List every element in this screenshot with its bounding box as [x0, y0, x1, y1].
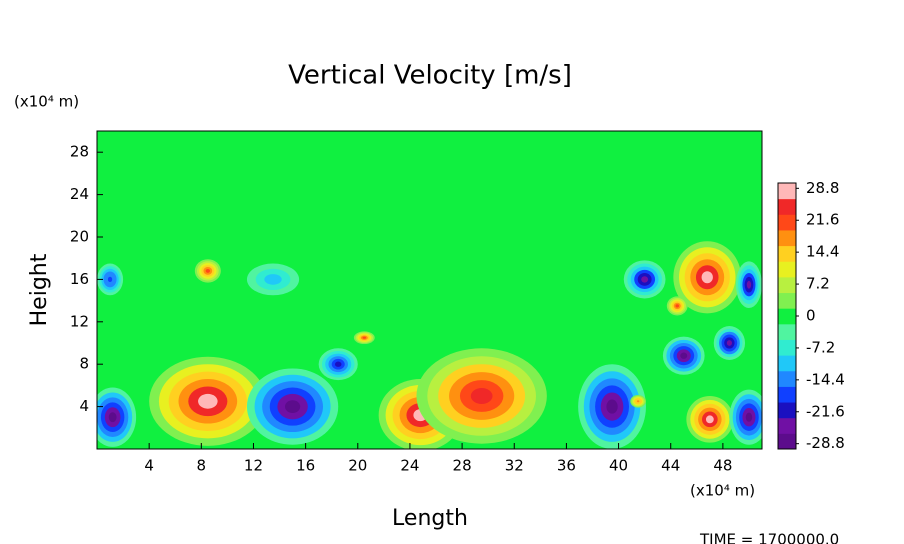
y-tick-label: 4 — [79, 397, 89, 415]
colorbar-segment — [778, 229, 796, 247]
y-tick-label: 8 — [79, 355, 89, 373]
colorbar-segment — [778, 276, 796, 294]
x-tick-label: 40 — [609, 457, 628, 475]
x-tick-label: 12 — [244, 457, 263, 475]
contour-blob — [641, 276, 649, 283]
contour-blob — [284, 400, 301, 413]
x-tick-label: 32 — [505, 457, 524, 475]
contour-blob — [470, 388, 493, 404]
y-axis-label: Height — [27, 253, 52, 326]
colorbar-segment — [778, 183, 796, 200]
colorbar-tick-label: 0 — [806, 307, 816, 325]
colorbar-segment — [778, 355, 796, 372]
colorbar-tick-label: -28.8 — [806, 434, 845, 452]
contour-blob — [606, 399, 618, 414]
x-tick-label: 24 — [400, 457, 419, 475]
colorbar-tick-label: 28.8 — [806, 179, 839, 197]
colorbar-segment — [778, 386, 796, 403]
contour-blob — [701, 271, 713, 284]
contour-blob — [334, 361, 342, 367]
colorbar-segment — [778, 433, 796, 450]
contour-blob — [745, 412, 753, 422]
contour-blob — [746, 280, 752, 289]
plot-frame — [96, 130, 763, 450]
y-unit: (x10⁴ m) — [14, 93, 79, 111]
x-tick-label: 4 — [144, 457, 154, 475]
colorbar-segment — [778, 214, 796, 231]
footer: TIME = 1700000.0 — [699, 531, 839, 544]
contour-blob — [362, 336, 367, 339]
x-tick-label: 48 — [713, 457, 732, 475]
colorbar-segment — [778, 370, 796, 387]
x-tick-label: 16 — [296, 457, 315, 475]
colorbar-tick-label: -21.6 — [806, 402, 845, 420]
colorbar-segment — [778, 261, 796, 278]
y-tick-label: 16 — [70, 270, 89, 288]
contour-blob — [680, 352, 688, 359]
y-tick-label: 12 — [70, 312, 89, 330]
x-tick-label: 8 — [197, 457, 207, 475]
contour-blob — [636, 400, 640, 403]
x-tick-label: 20 — [348, 457, 367, 475]
colorbar-tick-label: 14.4 — [806, 243, 839, 261]
colorbar-segment — [778, 339, 796, 356]
y-tick-label: 24 — [70, 185, 89, 203]
colorbar-segment — [778, 198, 796, 215]
y-tick-label: 20 — [70, 228, 89, 246]
colorbar-segment — [778, 402, 796, 419]
colorbar-segment — [778, 245, 796, 262]
contour-blob — [705, 415, 714, 424]
colorbar-tick-label: 21.6 — [806, 211, 839, 229]
contour-blob — [268, 276, 278, 283]
contour-blob — [198, 393, 218, 409]
contour-blob — [107, 276, 113, 283]
x-tick-label: 44 — [661, 457, 680, 475]
colorbar-segment — [778, 308, 796, 325]
contour-blob — [675, 304, 679, 308]
colorbar-tick-label: -14.4 — [806, 370, 845, 388]
y-tick-label: 28 — [70, 143, 89, 161]
x-unit: (x10⁴ m) — [690, 482, 755, 500]
colorbar-tick-label: 7.2 — [806, 275, 830, 293]
contour-blob — [205, 268, 211, 273]
colorbar-segment — [778, 292, 796, 309]
chart-title: Vertical Velocity [m/s] — [288, 61, 572, 91]
colorbar-segment — [778, 323, 796, 340]
x-tick-label: 28 — [453, 457, 472, 475]
field — [97, 131, 762, 449]
x-tick-label: 36 — [557, 457, 576, 475]
x-axis-label: Length — [392, 506, 468, 531]
contour-blob — [108, 412, 117, 423]
contour-blob — [726, 340, 733, 346]
colorbar-tick-label: -7.2 — [806, 338, 835, 356]
colorbar-segment — [778, 417, 796, 434]
